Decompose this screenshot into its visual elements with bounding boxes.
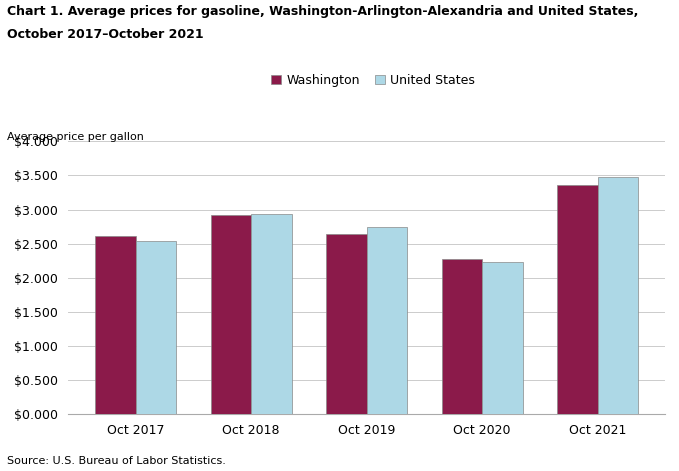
Bar: [251, 214, 291, 414]
Bar: [210, 215, 251, 414]
Bar: [557, 185, 598, 414]
Bar: [442, 260, 482, 414]
Bar: [598, 177, 638, 414]
Bar: [482, 262, 523, 414]
Legend: Washington, United States: Washington, United States: [272, 74, 475, 87]
Bar: [136, 241, 176, 414]
Bar: [95, 236, 136, 414]
Bar: [326, 234, 367, 414]
Text: Source: U.S. Bureau of Labor Statistics.: Source: U.S. Bureau of Labor Statistics.: [7, 456, 225, 466]
Text: Chart 1. Average prices for gasoline, Washington-Arlington-Alexandria and United: Chart 1. Average prices for gasoline, Wa…: [7, 5, 638, 18]
Text: Average price per gallon: Average price per gallon: [7, 132, 144, 142]
Text: October 2017–October 2021: October 2017–October 2021: [7, 28, 204, 41]
Bar: [367, 227, 407, 414]
